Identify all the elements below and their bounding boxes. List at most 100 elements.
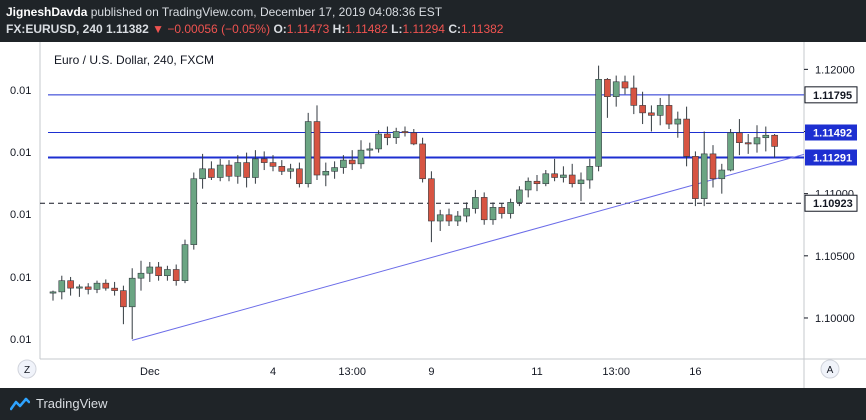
candle[interactable]	[190, 172, 198, 250]
candle[interactable]	[700, 131, 708, 207]
candle[interactable]	[709, 145, 717, 188]
candle-body	[296, 168, 303, 185]
candle[interactable]	[630, 75, 638, 115]
candle[interactable]	[111, 281, 118, 296]
candle-body	[199, 168, 206, 180]
candle-body	[507, 202, 514, 214]
candle[interactable]	[278, 160, 286, 176]
tradingview-logo[interactable]: TradingView	[10, 396, 108, 411]
candle-body	[436, 214, 444, 222]
candle[interactable]	[428, 171, 435, 243]
candle[interactable]	[234, 155, 242, 184]
candle[interactable]	[410, 129, 418, 146]
candle[interactable]	[260, 151, 268, 171]
candle[interactable]	[762, 126, 770, 152]
candle[interactable]	[269, 155, 277, 172]
candle[interactable]	[287, 163, 294, 179]
candle[interactable]	[516, 186, 523, 207]
candle[interactable]	[771, 133, 778, 158]
candle[interactable]	[604, 78, 611, 118]
candle[interactable]	[656, 97, 664, 126]
symbol-label: FX:EURUSD, 240	[6, 22, 103, 36]
candle[interactable]	[252, 150, 259, 184]
candle[interactable]	[164, 265, 171, 281]
candle[interactable]	[208, 161, 215, 180]
candle[interactable]	[401, 126, 409, 137]
candle[interactable]	[137, 260, 145, 291]
candle[interactable]	[340, 155, 347, 174]
candle[interactable]	[146, 262, 154, 282]
candle-body	[753, 137, 761, 145]
candle[interactable]	[216, 158, 224, 182]
candle[interactable]	[472, 189, 479, 214]
candles-group	[49, 65, 778, 340]
candle[interactable]	[436, 209, 444, 231]
candle[interactable]	[322, 162, 330, 187]
candle[interactable]	[674, 111, 682, 138]
candle[interactable]	[507, 198, 514, 219]
candle[interactable]	[67, 276, 74, 296]
candle[interactable]	[639, 91, 646, 125]
candle[interactable]	[560, 166, 567, 183]
candle[interactable]	[621, 75, 629, 95]
candle[interactable]	[375, 130, 382, 153]
candle[interactable]	[392, 127, 400, 144]
chart-area[interactable]: Euro / U.S. Dollar, 240, FXCM 0.010.010.…	[0, 42, 866, 388]
candle[interactable]	[384, 126, 391, 146]
auto-scale-button[interactable]: A	[820, 359, 840, 379]
candle[interactable]	[454, 211, 462, 226]
trendline[interactable]	[132, 153, 805, 341]
candle[interactable]	[595, 65, 602, 172]
candle[interactable]	[480, 192, 488, 225]
left-price-axis[interactable]	[0, 42, 40, 388]
candle[interactable]	[718, 163, 726, 194]
candle[interactable]	[313, 105, 321, 180]
candle[interactable]	[225, 160, 233, 182]
candle[interactable]	[304, 112, 312, 188]
candle[interactable]	[181, 239, 189, 284]
candle[interactable]	[419, 137, 426, 183]
candle[interactable]	[199, 153, 206, 189]
candle[interactable]	[84, 283, 92, 295]
candle[interactable]	[366, 142, 374, 158]
candle[interactable]	[665, 94, 673, 130]
candle[interactable]	[58, 275, 66, 300]
candle[interactable]	[648, 105, 655, 132]
publish-info: JigneshDavda published on TradingView.co…	[6, 5, 442, 19]
candle[interactable]	[172, 264, 180, 286]
candle[interactable]	[612, 75, 620, 107]
candle[interactable]	[128, 268, 136, 340]
candle[interactable]	[692, 151, 699, 207]
candle[interactable]	[727, 129, 734, 172]
candle[interactable]	[683, 106, 690, 167]
candle[interactable]	[736, 119, 743, 156]
candle[interactable]	[331, 161, 338, 179]
candle[interactable]	[744, 133, 752, 154]
candle[interactable]	[102, 279, 110, 291]
candle[interactable]	[551, 158, 558, 182]
candle[interactable]	[489, 202, 497, 225]
candle[interactable]	[533, 175, 541, 192]
candle[interactable]	[524, 177, 532, 198]
candle[interactable]	[49, 290, 57, 301]
candle[interactable]	[93, 280, 101, 294]
zoom-button[interactable]: Z	[17, 359, 37, 379]
candle[interactable]	[568, 163, 576, 188]
candle[interactable]	[445, 208, 453, 226]
candle[interactable]	[463, 202, 470, 223]
candle[interactable]	[76, 284, 83, 297]
candle[interactable]	[542, 170, 550, 187]
low-label: L:	[391, 22, 403, 36]
author-name[interactable]: JigneshDavda	[6, 5, 88, 19]
candle[interactable]	[586, 158, 594, 189]
candle[interactable]	[577, 172, 585, 202]
candle[interactable]	[296, 162, 303, 188]
candle[interactable]	[348, 150, 356, 171]
candle[interactable]	[357, 140, 365, 169]
candle[interactable]	[243, 152, 250, 188]
candle[interactable]	[155, 262, 162, 281]
candle[interactable]	[120, 285, 127, 325]
candle[interactable]	[753, 125, 761, 153]
close-label: C:	[448, 22, 461, 36]
candle[interactable]	[498, 203, 506, 219]
